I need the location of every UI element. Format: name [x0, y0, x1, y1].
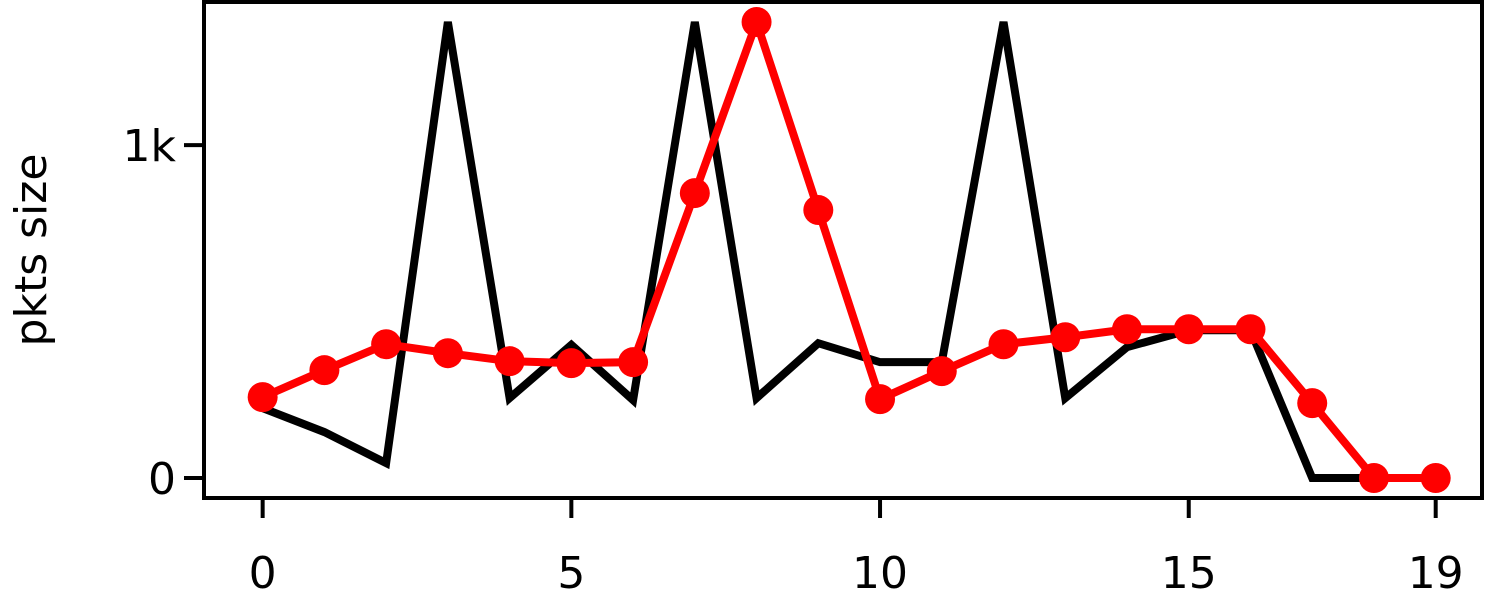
marker	[1235, 314, 1266, 345]
marker	[1297, 388, 1328, 419]
marker	[679, 178, 710, 209]
x-tick-label: 10	[852, 548, 908, 599]
marker	[494, 346, 525, 377]
marker	[1173, 314, 1204, 345]
series-line	[261, 21, 1436, 483]
marker	[1112, 314, 1142, 345]
x-tick-label: 19	[1408, 548, 1464, 599]
marker	[432, 338, 463, 369]
marker	[247, 382, 278, 413]
marker	[618, 347, 649, 378]
marker	[556, 348, 587, 379]
y-tick-label: 1k	[123, 121, 177, 172]
y-tick-label: 0	[148, 454, 176, 505]
marker	[309, 355, 340, 386]
marker	[371, 329, 402, 360]
marker	[1358, 463, 1389, 494]
y-axis-label: pkts size	[6, 154, 57, 347]
marker	[1420, 463, 1451, 494]
x-tick-label: 0	[249, 548, 277, 599]
marker	[988, 329, 1019, 360]
marker	[865, 384, 896, 415]
marker	[1050, 322, 1081, 353]
marker	[926, 356, 957, 387]
marker	[741, 6, 772, 37]
x-tick-label: 5	[557, 548, 585, 599]
marker	[803, 195, 834, 226]
plot-frame	[202, 0, 1484, 500]
x-tick-label: 15	[1161, 548, 1217, 599]
